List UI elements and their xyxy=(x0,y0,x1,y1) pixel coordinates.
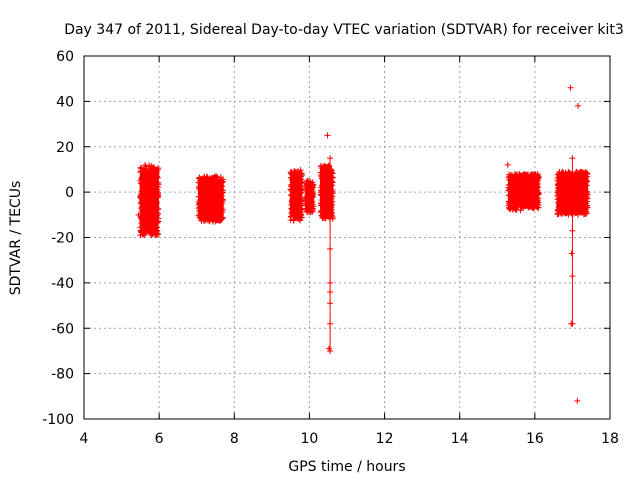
data-point xyxy=(310,181,317,188)
data-point xyxy=(327,320,334,327)
y-tick-label: -60 xyxy=(51,321,74,337)
x-axis-label: GPS time / hours xyxy=(288,459,405,475)
y-tick-label: -100 xyxy=(42,412,74,428)
data-point xyxy=(155,181,162,188)
data-point xyxy=(310,203,317,210)
y-tick-label: 60 xyxy=(56,49,74,65)
data-point xyxy=(329,190,336,197)
x-tick-label: 6 xyxy=(155,431,164,447)
grid-lines xyxy=(84,56,610,419)
data-point xyxy=(220,197,227,204)
data-point xyxy=(290,217,297,224)
data-point xyxy=(324,132,331,139)
data-point xyxy=(535,174,542,181)
x-tick-label: 12 xyxy=(376,431,394,447)
data-points xyxy=(135,84,591,404)
x-tick-label: 18 xyxy=(601,431,619,447)
data-point xyxy=(155,215,162,222)
data-point xyxy=(575,102,582,109)
data-point xyxy=(155,165,162,172)
x-axis-ticks: 4 6 8 10 12 14 16 18 xyxy=(80,56,619,447)
data-point xyxy=(310,191,317,198)
data-point xyxy=(569,273,576,280)
y-axis-label: SDTVAR / TECUs xyxy=(8,181,24,296)
data-point xyxy=(327,155,334,162)
data-point xyxy=(327,279,334,286)
data-point xyxy=(574,397,581,404)
data-point xyxy=(535,190,542,197)
data-point xyxy=(327,300,334,307)
data-point xyxy=(568,250,575,257)
data-point xyxy=(154,231,161,238)
data-point xyxy=(535,201,542,208)
x-tick-label: 10 xyxy=(301,431,319,447)
data-point xyxy=(327,288,334,295)
data-point xyxy=(298,214,305,221)
data-point xyxy=(327,245,334,252)
data-point xyxy=(569,227,576,234)
data-point xyxy=(567,84,574,91)
chart-title: Day 347 of 2011, Sidereal Day-to-day VTE… xyxy=(64,22,624,38)
x-tick-label: 4 xyxy=(80,431,89,447)
y-tick-label: 20 xyxy=(56,140,74,156)
x-tick-label: 16 xyxy=(526,431,544,447)
y-tick-label: 40 xyxy=(56,94,74,110)
y-tick-label: -20 xyxy=(51,231,74,247)
data-point xyxy=(584,191,591,198)
data-point xyxy=(329,215,336,222)
data-point xyxy=(504,161,511,168)
data-point xyxy=(135,211,142,218)
data-point xyxy=(154,227,161,234)
data-point xyxy=(575,211,582,218)
data-point xyxy=(569,155,576,162)
y-tick-label: -80 xyxy=(51,367,74,383)
data-point xyxy=(569,320,576,327)
data-point xyxy=(329,174,336,181)
data-point xyxy=(220,176,227,183)
data-point xyxy=(584,204,591,211)
y-tick-label: 0 xyxy=(65,185,74,201)
y-tick-label: -40 xyxy=(51,276,74,292)
data-point xyxy=(298,172,305,179)
data-point xyxy=(155,205,162,212)
data-point xyxy=(584,173,591,180)
data-point xyxy=(327,347,334,354)
data-point xyxy=(141,232,148,239)
data-point xyxy=(583,210,590,217)
data-point xyxy=(220,214,227,221)
x-tick-label: 8 xyxy=(230,431,239,447)
y-axis-ticks: -100 -80 -60 -40 -20 0 20 40 60 xyxy=(42,49,610,428)
x-tick-label: 14 xyxy=(451,431,469,447)
